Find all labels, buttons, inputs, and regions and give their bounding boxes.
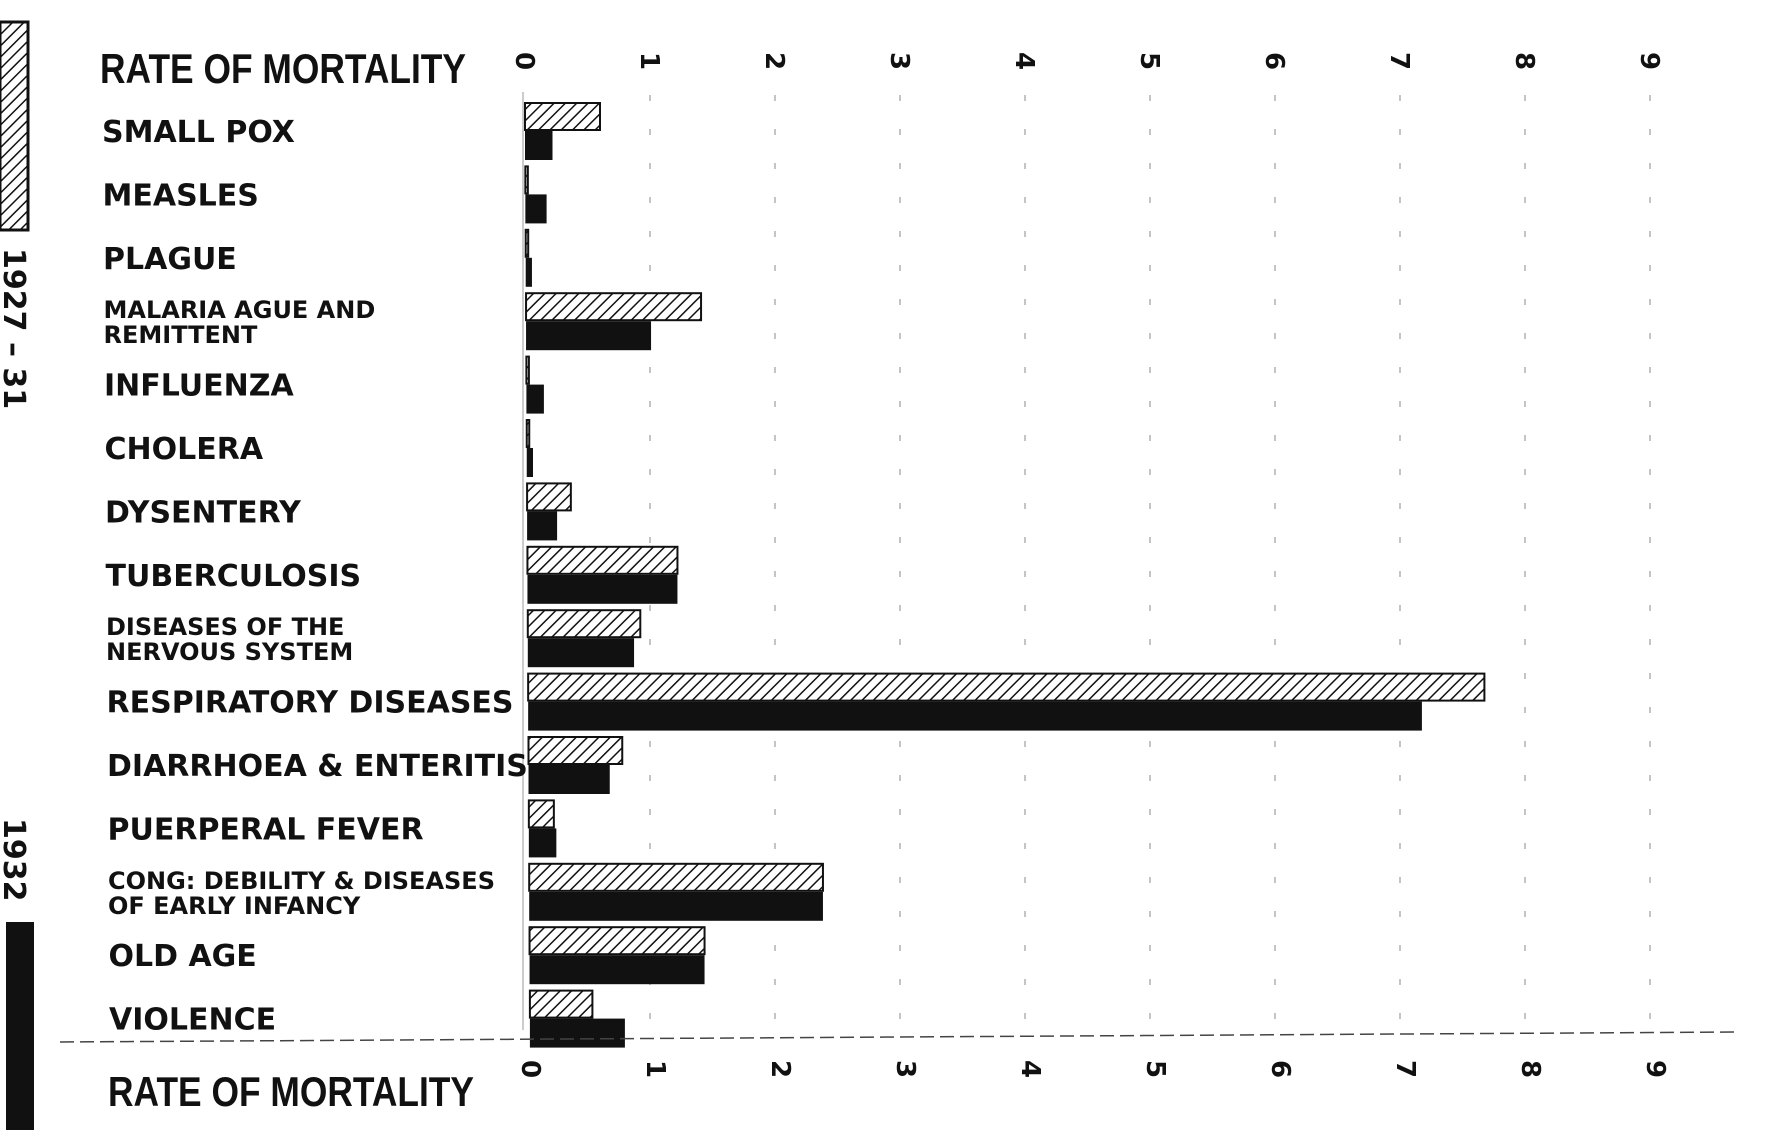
category-label: TUBERCULOSIS bbox=[106, 559, 362, 594]
category-label: MEASLES bbox=[103, 178, 259, 213]
bar-1927-31 bbox=[527, 736, 624, 765]
bar-1932 bbox=[526, 448, 533, 477]
legend-swatch-1927-31 bbox=[0, 20, 30, 232]
x-tick-label-top: 8 bbox=[1509, 52, 1539, 70]
bar-1932 bbox=[527, 574, 678, 604]
category-label: INFLUENZA bbox=[104, 369, 295, 404]
category-label: MALARIA AGUE AND bbox=[104, 296, 376, 324]
x-tick-label-top: 5 bbox=[1134, 52, 1164, 70]
bar-1932 bbox=[528, 828, 557, 858]
category-label: CONG: DEBILITY & DISEASES bbox=[108, 867, 495, 895]
category-label: VIOLENCE bbox=[109, 1003, 276, 1038]
bar-1927-31 bbox=[525, 292, 703, 322]
bar-1932 bbox=[527, 511, 558, 541]
bar-1932 bbox=[528, 765, 610, 794]
bar-1932 bbox=[525, 257, 532, 287]
category-label: REMITTENT bbox=[104, 321, 258, 349]
bar-1932 bbox=[529, 1018, 625, 1048]
bar-1932 bbox=[529, 955, 705, 985]
bar-1927-31 bbox=[524, 165, 529, 195]
category-label: PUERPERAL FEVER bbox=[108, 812, 424, 847]
category-label: RESPIRATORY DISEASES bbox=[107, 686, 514, 721]
x-tick-label-bottom: 2 bbox=[765, 1060, 795, 1078]
category-label: OF EARLY INFANCY bbox=[108, 892, 361, 920]
x-tick-label-bottom: 3 bbox=[890, 1060, 920, 1078]
category-label: OLD AGE bbox=[109, 939, 257, 974]
category-label: PLAGUE bbox=[103, 242, 237, 277]
x-tick-label-top: 7 bbox=[1384, 52, 1414, 70]
x-tick-label-top: 4 bbox=[1009, 52, 1039, 70]
category-label: DYSENTERY bbox=[105, 495, 302, 530]
bar-1927-31 bbox=[528, 862, 824, 892]
bars bbox=[524, 102, 1486, 1048]
bar-1927-31 bbox=[525, 419, 531, 448]
bar-1932 bbox=[525, 131, 553, 160]
legend-label-1932: 1932 bbox=[0, 818, 31, 902]
x-axis-bottom: 0 1 2 3 4 5 6 7 8 9 bbox=[515, 1060, 1670, 1078]
legend: 1927 – 31 1932 bbox=[0, 20, 34, 1130]
bar-1932 bbox=[525, 194, 547, 224]
legend-swatch-1932 bbox=[6, 922, 34, 1130]
x-tick-label-bottom: 8 bbox=[1515, 1060, 1545, 1078]
x-tick-label-top: 2 bbox=[759, 52, 789, 70]
bar-1932 bbox=[529, 891, 823, 921]
bar-1927-31 bbox=[525, 355, 530, 385]
category-label: DIARRHOEA & ENTERITIS bbox=[107, 749, 528, 784]
x-tick-label-top: 1 bbox=[634, 52, 664, 70]
x-tick-label-bottom: 6 bbox=[1265, 1060, 1295, 1078]
bar-1932 bbox=[526, 384, 544, 414]
x-tick-label-bottom: 5 bbox=[1140, 1060, 1170, 1078]
bar-1927-31 bbox=[528, 989, 594, 1019]
bar-1927-31 bbox=[527, 672, 1486, 702]
legend-label-1927-31: 1927 – 31 bbox=[0, 248, 31, 409]
x-tick-label-top: 9 bbox=[1634, 52, 1664, 70]
x-tick-label-bottom: 0 bbox=[515, 1060, 545, 1078]
chart-title-top: RATE OF MORTALITY bbox=[100, 45, 466, 92]
category-label: CHOLERA bbox=[105, 432, 264, 467]
x-tick-label-bottom: 4 bbox=[1015, 1060, 1045, 1078]
x-tick-label-bottom: 7 bbox=[1390, 1060, 1420, 1078]
category-label: SMALL POX bbox=[102, 115, 295, 150]
bottom-rule bbox=[59, 1031, 1741, 1043]
bar-1932 bbox=[526, 321, 652, 351]
x-tick-label-top: 6 bbox=[1259, 52, 1289, 70]
x-tick-label-top: 0 bbox=[509, 52, 539, 70]
bar-1927-31 bbox=[524, 228, 530, 258]
category-label: DISEASES OF THE bbox=[106, 613, 344, 641]
x-tick-label-bottom: 1 bbox=[640, 1060, 670, 1078]
bar-1932 bbox=[528, 701, 1422, 731]
bar-1927-31 bbox=[526, 545, 679, 575]
bar-1927-31 bbox=[526, 609, 642, 639]
gridlines bbox=[522, 92, 1651, 1030]
x-axis-top: 0 1 2 3 4 5 6 7 8 9 bbox=[509, 52, 1664, 70]
chart-title-bottom: RATE OF MORTALITY bbox=[108, 1068, 474, 1115]
bar-1927-31 bbox=[526, 482, 572, 512]
x-tick-label-top: 3 bbox=[884, 52, 914, 70]
bar-1927-31 bbox=[528, 926, 706, 956]
category-label: NERVOUS SYSTEM bbox=[106, 638, 353, 666]
bar-1927-31 bbox=[527, 799, 555, 829]
bar-1927-31 bbox=[524, 102, 601, 131]
x-tick-label-bottom: 9 bbox=[1640, 1060, 1670, 1078]
bar-1932 bbox=[527, 638, 635, 668]
